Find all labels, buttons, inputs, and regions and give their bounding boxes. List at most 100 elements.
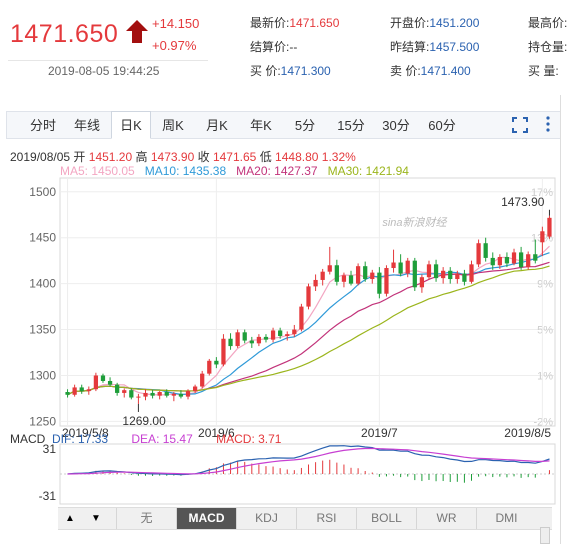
candle-body [164,392,169,396]
quote-value: -- [289,40,298,54]
candle-body [348,275,354,284]
sina-watermark: sina新浪财经 [382,216,447,229]
tab-period[interactable]: 年K [250,118,272,133]
up-arrow-icon-stem [132,31,142,43]
info-date: 2019/08/05 [10,150,71,164]
low-value: 1448.80 [275,150,319,164]
y-tick-label: 1350 [29,323,56,337]
candle-body [419,277,425,288]
pct-tick-label: 9% [537,279,553,291]
candle-body [504,256,510,264]
ma-info: MA5: 1450.05 MA10: 1435.38 MA20: 1427.37… [60,164,409,178]
tab-period[interactable]: 5分 [294,118,316,133]
quote-item: 昨结算:1457.500 [390,38,479,55]
indicator-tab[interactable]: MACD [176,508,236,529]
indicator-tab[interactable]: BOLL [356,508,416,529]
y-tick-label: 1300 [29,368,56,382]
candle-body [511,252,517,264]
tab-period[interactable]: 日K [111,111,151,139]
macd-max-label: 31 [43,442,57,456]
candle-body [355,266,361,284]
candle-body [207,360,212,374]
ohlc-info: 2019/08/05 开 1451.20 高 1473.90 收 1471.65… [10,148,356,165]
candle-body [377,272,382,294]
high-value: 1473.90 [150,150,195,164]
fullscreen-icon[interactable] [512,117,528,138]
tab-period[interactable]: 月K [206,118,228,133]
quote-item: 结算价:-- [250,38,297,55]
candle-body [235,332,240,347]
candle-body [263,336,269,340]
macd-info: MACD DIF: 17.33 DEA: 15.47 MACD: 3.71 [10,432,281,446]
tab-period[interactable]: 年线 [73,118,100,133]
scroll-down-icon[interactable]: ▼ [91,513,101,524]
quote-item: 最高价: [528,14,567,31]
candle-body [150,392,155,396]
candle-body [497,256,502,266]
candle-body [299,306,304,330]
more-options-icon[interactable] [545,115,553,138]
quote-label: 卖 价: [390,64,421,78]
x-tick-label: 2019/8/5 [504,426,551,440]
candle-body [384,268,389,294]
indicator-tab[interactable]: RSI [296,508,356,529]
indicator-tab[interactable]: DMI [476,508,536,529]
candle-body [285,334,290,336]
quote-value: 1471.400 [420,64,471,78]
candle-body [136,396,141,398]
indicator-tab[interactable]: WR [416,508,476,529]
candle-body [100,375,106,381]
tab-period[interactable]: 15分 [337,118,365,133]
candle-body [228,338,233,347]
close-value: 1471.65 [212,150,257,164]
header-divider [8,60,208,61]
scrollbar[interactable] [540,527,550,544]
last-price: 1471.650 [10,20,119,48]
macd-min-label: -31 [39,489,57,503]
quote-item: 买 量: [528,62,559,79]
tab-period[interactable]: 周K [162,118,184,133]
candle-body [334,265,339,282]
candle-body [462,273,467,282]
candle-body [441,270,446,279]
tab-period[interactable]: 30分 [382,118,410,133]
quote-item: 卖 价:1471.400 [390,62,471,79]
candle-body [221,338,226,365]
quote-label: 买 价: [250,64,281,78]
ma20-value: MA20: 1427.37 [236,164,318,178]
candle-body [107,380,113,385]
candle-body [476,243,481,265]
ma10-value: MA10: 1435.38 [144,164,227,178]
kline-chart[interactable]: 150017%145013%14009%13505%13001%1250-2%s… [0,176,560,506]
indicator-tab[interactable]: 无 [116,508,176,529]
candle-body [115,384,120,393]
tab-period[interactable]: 60分 [428,118,456,133]
candle-body [214,360,219,365]
quote-label: 结算价: [250,40,290,54]
candle-body [242,332,247,341]
tab-period[interactable]: 分时 [29,118,56,133]
candle-body [178,393,184,397]
x-tick-label: 2019/7 [361,426,398,440]
high-annotation: 1473.90 [501,195,545,209]
macd-value: MACD: 3.71 [216,432,282,446]
open-label: 开 [73,150,86,164]
y-tick-label: 1500 [29,185,56,199]
dif-line [67,445,550,476]
quote-value: 1471.300 [280,64,331,78]
quote-value: 1471.650 [289,16,340,30]
candle-body [185,391,191,397]
scroll-up-icon[interactable]: ▲ [65,513,75,524]
x-tick-label: 2019/6 [198,426,235,440]
indicator-tab[interactable]: KDJ [236,508,296,529]
quote-label: 开盘价: [390,16,430,30]
candle-body [526,254,531,268]
quote-value: 1451.200 [429,16,480,30]
quote-item: 最新价:1471.650 [250,14,339,31]
candle-body [426,264,432,278]
candle-body [448,270,453,280]
quote-value: 1457.500 [429,40,480,54]
low-label: 低 [259,150,272,164]
candle-body [79,387,84,392]
candle-body [469,264,474,282]
